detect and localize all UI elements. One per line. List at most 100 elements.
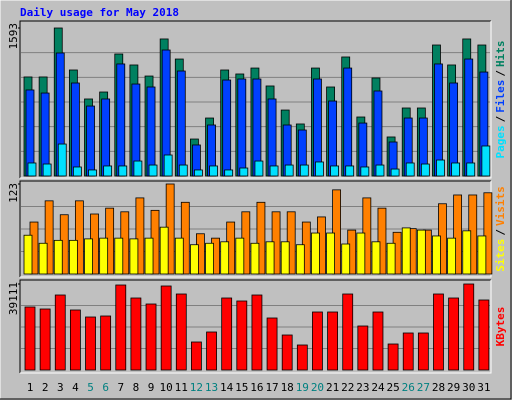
bar xyxy=(356,232,366,275)
bar xyxy=(114,237,124,275)
x-tick-label: 26 xyxy=(402,381,415,394)
x-tick-label: 25 xyxy=(386,381,399,394)
x-tick-label: 18 xyxy=(281,381,294,394)
legend: Sites / Visits xyxy=(494,186,507,272)
bar xyxy=(146,86,156,177)
bar xyxy=(386,242,396,275)
x-tick-label: 8 xyxy=(133,381,140,394)
bar xyxy=(163,154,173,177)
x-tick-label: 21 xyxy=(326,381,339,394)
bar xyxy=(477,235,487,275)
bar xyxy=(269,165,279,177)
bar xyxy=(332,189,341,275)
bar xyxy=(135,197,145,275)
bar xyxy=(39,308,51,371)
bar xyxy=(299,164,309,177)
bar xyxy=(449,82,459,177)
legend: KBytes xyxy=(494,307,507,347)
bar xyxy=(38,242,48,275)
bar xyxy=(463,283,475,371)
bar xyxy=(235,237,245,275)
bar xyxy=(462,230,472,275)
bar xyxy=(372,311,384,371)
legend-entry: Hits xyxy=(494,41,507,68)
bar xyxy=(311,232,320,275)
bar xyxy=(100,315,112,371)
bar xyxy=(328,100,337,177)
bar xyxy=(27,162,37,177)
bar xyxy=(205,242,214,275)
x-tick-label: 19 xyxy=(296,381,309,394)
panel-bevel-dark xyxy=(19,279,491,373)
x-tick-label: 20 xyxy=(311,381,324,394)
bar xyxy=(224,169,234,177)
bar xyxy=(57,143,67,177)
bar xyxy=(371,241,381,275)
bar xyxy=(160,285,172,371)
bar xyxy=(390,168,400,177)
bar xyxy=(250,242,260,275)
x-tick-label: 17 xyxy=(265,381,278,394)
bar xyxy=(342,293,354,371)
x-tick-label: 15 xyxy=(235,381,248,394)
bar xyxy=(284,164,294,177)
bar xyxy=(237,78,247,177)
bar xyxy=(447,237,457,275)
bar xyxy=(190,244,199,275)
bar xyxy=(375,164,385,177)
bar xyxy=(401,227,411,275)
bar xyxy=(432,235,441,275)
bar xyxy=(345,165,355,177)
bar xyxy=(159,226,169,275)
bar xyxy=(478,299,490,371)
x-tick-label: 2 xyxy=(42,381,49,394)
bar xyxy=(42,163,52,177)
x-tick-label: 4 xyxy=(72,381,79,394)
bar xyxy=(103,165,113,177)
bar xyxy=(222,79,232,177)
bar xyxy=(144,237,154,275)
x-tick-label: 13 xyxy=(205,381,218,394)
x-tick-label: 12 xyxy=(190,381,203,394)
bar xyxy=(420,163,430,177)
bar xyxy=(267,98,277,177)
bar xyxy=(194,169,203,177)
bar xyxy=(145,303,157,371)
bar xyxy=(343,67,353,177)
bar xyxy=(464,58,474,177)
bar xyxy=(53,239,63,275)
x-tick-label: 14 xyxy=(220,381,234,394)
bar xyxy=(24,306,36,371)
bar xyxy=(54,294,66,371)
bar xyxy=(402,332,414,371)
bar xyxy=(84,238,93,275)
bar xyxy=(221,297,233,371)
bar xyxy=(116,63,126,177)
bar xyxy=(40,92,50,177)
bar xyxy=(481,145,491,177)
bar xyxy=(451,162,461,177)
panel-bevel-light xyxy=(20,280,492,374)
x-tick-label: 29 xyxy=(447,381,460,394)
bar xyxy=(266,317,278,371)
bar xyxy=(373,90,383,177)
bar xyxy=(88,169,97,177)
bar xyxy=(483,192,493,275)
bar xyxy=(434,63,443,177)
panel-bevel-light xyxy=(20,21,492,179)
bar xyxy=(72,166,82,177)
bar xyxy=(68,239,78,275)
y-tick-label: 123 xyxy=(7,183,20,203)
bar xyxy=(256,201,266,275)
bar xyxy=(69,309,81,371)
bar xyxy=(239,167,249,177)
bar xyxy=(296,344,308,371)
bar xyxy=(387,343,399,371)
chart-title: Daily usage for May 2018 xyxy=(20,6,179,19)
bar xyxy=(341,243,351,275)
bar xyxy=(280,241,290,275)
x-tick-label: 28 xyxy=(432,381,445,394)
bar xyxy=(86,105,95,177)
